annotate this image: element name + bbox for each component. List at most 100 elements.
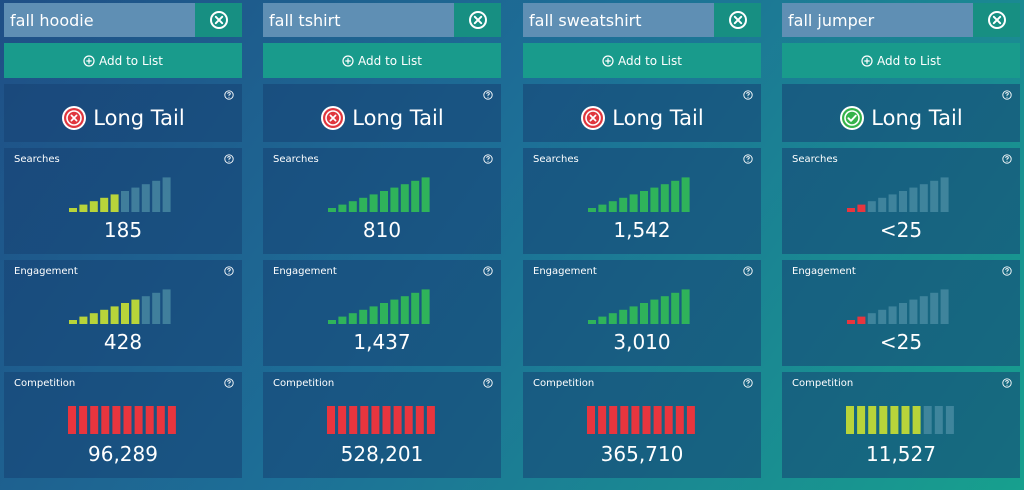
status-text: Long Tail: [93, 106, 185, 130]
searches-bar-1: [847, 208, 855, 212]
searches-value: 185: [103, 218, 143, 242]
plus-circle-icon: [602, 54, 614, 67]
engagement-bar-5: [888, 306, 897, 324]
competition-bar-7: [134, 406, 143, 434]
searches-bar-3: [89, 201, 98, 212]
help-icon[interactable]: [1002, 154, 1012, 164]
searches-bar-5: [888, 194, 897, 212]
add-to-list-button[interactable]: Add to List: [263, 43, 501, 78]
engagement-bar-1: [847, 320, 855, 324]
help-icon[interactable]: [743, 266, 753, 276]
searches-value: 1,542: [613, 218, 671, 242]
help-icon[interactable]: [743, 154, 753, 164]
help-icon[interactable]: [743, 90, 753, 100]
competition-bar-10: [426, 406, 435, 434]
check-circle-icon: [840, 106, 865, 130]
close-circle-icon: [209, 11, 228, 29]
searches-bar-8: [141, 184, 150, 212]
engagement-bar-5: [369, 306, 378, 324]
keyword-input[interactable]: [4, 3, 195, 37]
plus-circle-icon: [342, 54, 354, 67]
competition-label: Competition: [792, 378, 854, 389]
searches-value: <25: [879, 218, 923, 242]
engagement-bar-4: [100, 309, 109, 324]
engagement-bar-8: [400, 296, 409, 324]
engagement-bar-2: [598, 316, 607, 324]
keyword-input[interactable]: [782, 3, 973, 37]
competition-bar-1: [68, 406, 76, 434]
competition-bar-5: [631, 406, 640, 434]
searches-bar-6: [121, 191, 129, 212]
help-icon[interactable]: [483, 154, 493, 164]
searches-bar-10: [421, 177, 430, 212]
keyword-input[interactable]: [263, 3, 454, 37]
plus-circle-icon: [83, 54, 95, 67]
searches-label: Searches: [273, 154, 319, 165]
competition-bar-5: [371, 406, 380, 434]
x-circle-icon: [321, 106, 346, 130]
searches-bar-8: [919, 184, 928, 212]
help-icon[interactable]: [224, 266, 234, 276]
engagement-bar-3: [608, 313, 617, 324]
add-to-list-button[interactable]: Add to List: [4, 43, 242, 78]
help-icon[interactable]: [483, 378, 493, 388]
engagement-label: Engagement: [792, 266, 856, 277]
clear-keyword-button[interactable]: [195, 3, 242, 37]
help-icon[interactable]: [483, 90, 493, 100]
clear-keyword-button[interactable]: [714, 3, 761, 37]
engagement-bar-3: [89, 313, 98, 324]
competition-bar-4: [360, 406, 369, 434]
engagement-bar-7: [650, 299, 659, 324]
help-icon[interactable]: [1002, 90, 1012, 100]
clear-keyword-button[interactable]: [454, 3, 501, 37]
searches-bar-5: [629, 194, 638, 212]
clear-keyword-button[interactable]: [973, 3, 1020, 37]
competition-bar-4: [101, 406, 110, 434]
searches-bar-8: [400, 184, 409, 212]
competition-bar-1: [327, 406, 335, 434]
add-to-list-button[interactable]: Add to List: [782, 43, 1020, 78]
searches-bar-7: [650, 187, 659, 212]
searches-bar-2: [79, 204, 88, 212]
engagement-bar-7: [390, 299, 399, 324]
engagement-bars: [588, 289, 690, 324]
competition-value: 96,289: [88, 442, 158, 466]
engagement-bar-5: [110, 306, 119, 324]
engagement-label: Engagement: [14, 266, 78, 277]
keyword-search-row: [263, 3, 501, 37]
close-circle-icon: [728, 11, 747, 29]
status-text: Long Tail: [612, 106, 704, 130]
help-icon[interactable]: [743, 378, 753, 388]
help-icon[interactable]: [224, 378, 234, 388]
help-icon[interactable]: [1002, 378, 1012, 388]
help-icon[interactable]: [224, 90, 234, 100]
competition-label: Competition: [14, 378, 76, 389]
add-to-list-button[interactable]: Add to List: [523, 43, 761, 78]
keyword-input[interactable]: [523, 3, 714, 37]
status-text: Long Tail: [871, 106, 963, 130]
competition-bar-2: [79, 406, 88, 434]
competition-panel: Competition 11,527: [782, 372, 1020, 478]
close-circle-icon: [468, 11, 487, 29]
status-indicator: Long Tail: [523, 104, 761, 132]
engagement-bars: [69, 289, 171, 324]
competition-bar-6: [123, 406, 132, 434]
engagement-bar-10: [421, 289, 430, 324]
engagement-value: <25: [879, 330, 923, 354]
engagement-value: 428: [103, 330, 143, 354]
keyword-search-row: [523, 3, 761, 37]
searches-bar-2: [857, 204, 866, 212]
competition-value: 11,527: [866, 442, 936, 466]
help-icon[interactable]: [1002, 266, 1012, 276]
engagement-bar-10: [940, 289, 949, 324]
competition-bar-7: [912, 406, 921, 434]
searches-bar-4: [100, 197, 109, 212]
competition-bar-8: [145, 406, 154, 434]
help-icon[interactable]: [483, 266, 493, 276]
searches-bar-7: [131, 187, 140, 212]
engagement-bar-3: [867, 313, 876, 324]
searches-bar-6: [899, 191, 907, 212]
add-to-list-label: Add to List: [358, 53, 422, 68]
status-panel: Long Tail: [523, 84, 761, 142]
help-icon[interactable]: [224, 154, 234, 164]
